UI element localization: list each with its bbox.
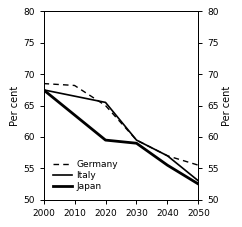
Italy — [166, 154, 169, 157]
Legend: Germany, Italy, Japan: Germany, Italy, Japan — [51, 158, 120, 192]
Japan — [166, 164, 169, 167]
Italy — [135, 139, 138, 141]
Germany — [104, 104, 107, 107]
Y-axis label: Per cent: Per cent — [222, 85, 232, 126]
Germany — [197, 164, 200, 167]
Line: Italy: Italy — [44, 90, 198, 181]
Y-axis label: Per cent: Per cent — [10, 85, 20, 126]
Japan — [73, 114, 76, 116]
Japan — [104, 139, 107, 141]
Italy — [42, 89, 45, 91]
Japan — [42, 89, 45, 91]
Germany — [135, 139, 138, 141]
Japan — [197, 183, 200, 185]
Line: Japan: Japan — [44, 90, 198, 184]
Italy — [73, 95, 76, 98]
Italy — [197, 180, 200, 182]
Germany — [166, 154, 169, 157]
Japan — [135, 142, 138, 145]
Germany — [73, 84, 76, 87]
Line: Germany: Germany — [44, 84, 198, 165]
Italy — [104, 101, 107, 104]
Germany — [42, 82, 45, 85]
